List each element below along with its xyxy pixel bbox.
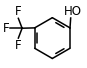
Text: F: F [15, 39, 21, 52]
Text: HO: HO [63, 5, 81, 18]
Text: F: F [15, 5, 21, 18]
Text: F: F [3, 22, 10, 35]
